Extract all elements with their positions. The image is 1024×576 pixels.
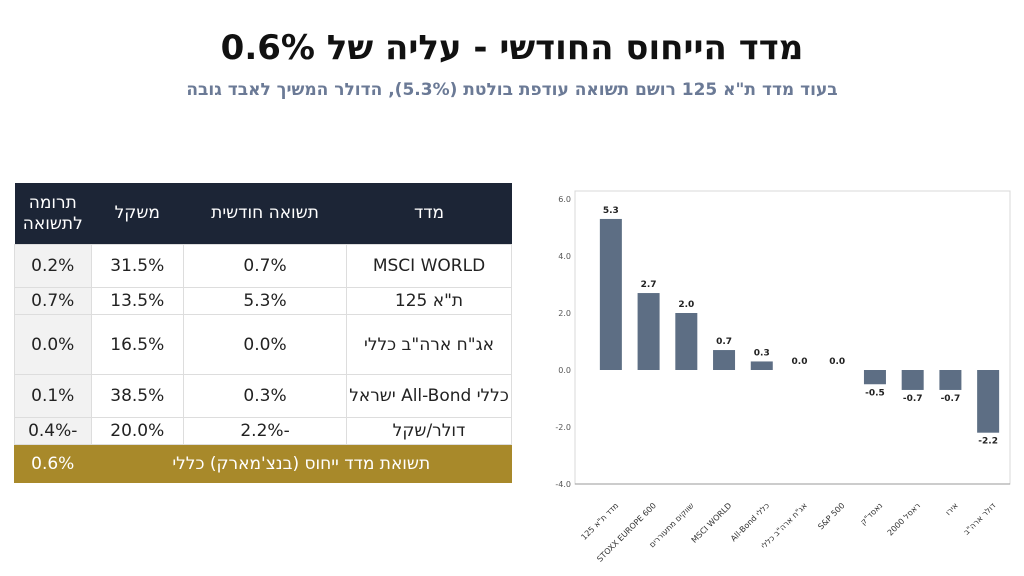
x-tick-label: All-Bond כללי [729, 501, 771, 543]
bar-value-label: 2.7 [641, 280, 657, 290]
bar-value-label: 5.3 [603, 206, 619, 216]
table-cell: 0.0% [183, 314, 348, 375]
bar-value-label: -0.7 [941, 394, 961, 404]
table-cell: 16.5% [90, 314, 185, 375]
bar [675, 313, 698, 370]
header-contribution: תרומה לתשואה [14, 183, 91, 245]
bar-value-label: -2.2 [978, 437, 998, 447]
table-row: ת"א 125 5.3% 13.5% 0.7% [14, 287, 512, 315]
page-title: מדד הייחוס החודשי - עליה של 0.6% [220, 28, 804, 68]
total-label: תשואת מדד ייחוס (בנצ'מארק) כללי [90, 444, 512, 483]
header-index: מדד [346, 183, 512, 245]
table-cell: MSCI WORLD [346, 244, 512, 288]
y-tick-label: 2.0 [558, 309, 571, 318]
bar-value-label: -0.7 [903, 394, 923, 404]
table-row: דולר/שקל -2.2% 20.0% -0.4% [14, 417, 512, 445]
benchmark-table: מדד תשואה חודשית משקל תרומה לתשואה MSCI … [14, 183, 512, 483]
table-cell: 0.2% [14, 244, 92, 288]
bar [750, 361, 773, 370]
bar [863, 370, 886, 385]
bar [599, 218, 622, 370]
header-monthly-return: תשואה חודשית [183, 183, 347, 245]
x-tick-label: אירו [944, 501, 960, 517]
bar [901, 370, 924, 390]
bar [977, 370, 1000, 433]
table-cell: 31.5% [90, 244, 185, 288]
bar-value-label: 0.3 [754, 348, 770, 358]
x-tick-label: נאסד"ק [859, 501, 885, 527]
table-cell: כללי All-Bond ישראל [346, 374, 512, 418]
y-tick-label: 4.0 [558, 252, 571, 261]
x-tick-label: MSCI WORLD [690, 501, 734, 545]
x-tick-label: דולר ארה"ב [962, 501, 998, 537]
table-cell: אג"ח ארה"ב כללי [346, 314, 512, 375]
x-tick-label: S&P 500 [816, 501, 846, 531]
bar [939, 370, 962, 390]
total-value: 0.6% [14, 444, 92, 483]
table-cell: -0.4% [14, 417, 92, 445]
bar-value-label: 0.0 [792, 357, 808, 367]
header-weight: משקל [91, 183, 184, 245]
x-tick-label: ראסל 2000 [886, 501, 922, 537]
table-cell: 38.5% [90, 374, 185, 418]
table-row: MSCI WORLD 0.7% 31.5% 0.2% [14, 244, 512, 288]
table-cell: 0.3% [183, 374, 348, 418]
table-cell: 0.0% [14, 314, 92, 375]
table-cell: -2.2% [183, 417, 348, 445]
bar [637, 293, 660, 370]
table-cell: 20.0% [90, 417, 185, 445]
x-tick-label: מדד ת"א 125 [579, 501, 620, 542]
table-row: כללי All-Bond ישראל 0.3% 38.5% 0.1% [14, 374, 512, 418]
y-tick-label: -2.0 [555, 423, 571, 432]
table-cell: 13.5% [90, 287, 185, 315]
page-subtitle: בעוד מדד ת"א 125 רושם תשואה עודפת בולטת … [186, 80, 838, 100]
table-cell: דולר/שקל [346, 417, 512, 445]
bar-value-label: 2.0 [678, 300, 694, 310]
y-tick-label: 6.0 [558, 195, 571, 204]
bar-value-label: 0.0 [829, 357, 845, 367]
total-row: תשואת מדד ייחוס (בנצ'מארק) כללי 0.6% [14, 444, 512, 483]
table-cell: 0.1% [14, 374, 92, 418]
y-tick-label: 0.0 [558, 366, 571, 375]
bar [713, 350, 736, 370]
table-cell: 0.7% [14, 287, 92, 315]
table-cell: 0.7% [183, 244, 348, 288]
table-cell: 5.3% [183, 287, 348, 315]
y-tick-label: -4.0 [555, 480, 571, 489]
bar-value-label: 0.7 [716, 337, 732, 347]
bar-value-label: -0.5 [865, 388, 885, 398]
table-cell: ת"א 125 [346, 287, 512, 315]
table-row: אג"ח ארה"ב כללי 0.0% 16.5% 0.0% [14, 314, 512, 375]
